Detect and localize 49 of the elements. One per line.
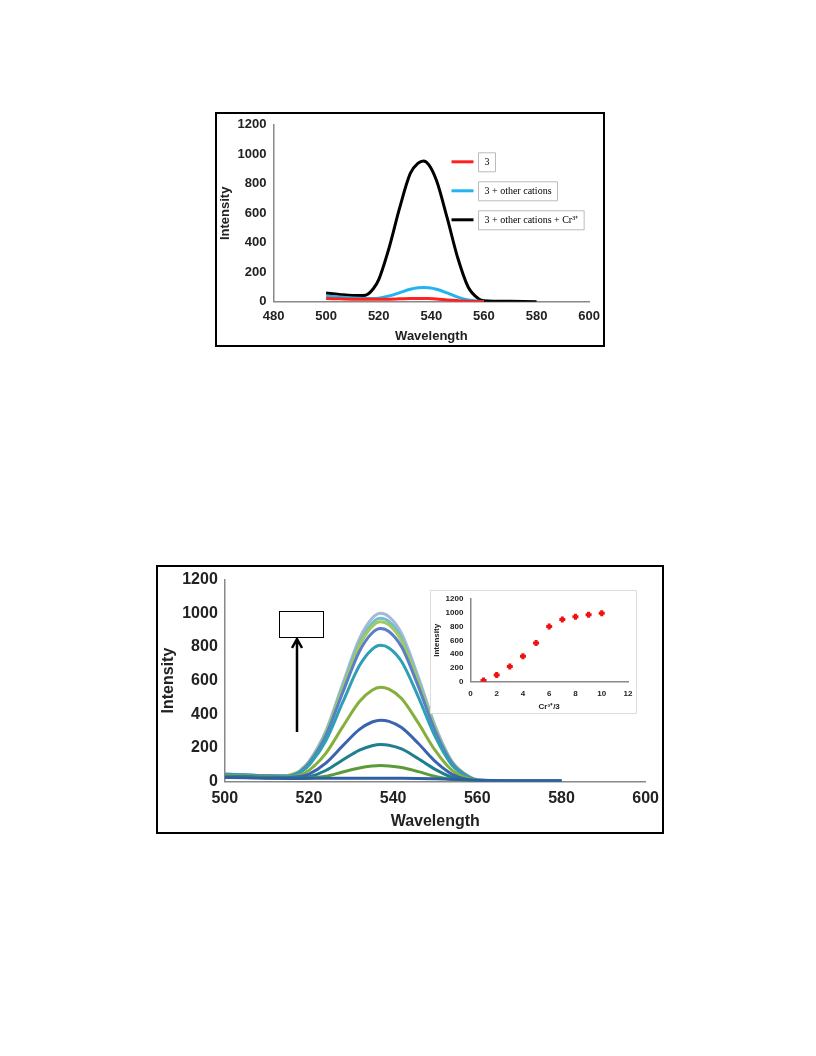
x-tick-label: 12 [623,688,633,698]
y-tick-label: 200 [244,263,267,279]
x-tick-label: 560 [473,308,495,324]
x-tick-label: 4 [520,688,526,698]
y-tick-label: 0 [458,677,464,686]
y-tick-label: 1200 [237,116,267,132]
y-tick-label: 400 [244,234,267,250]
x-tick-label: 540 [420,308,443,324]
y-axis-title: Intensity [159,647,177,714]
x-axis-title: Wavelength [390,811,480,829]
y-tick-label: 0 [208,772,218,790]
legend-label: 3 + other cations [484,185,552,197]
y-tick-label: 600 [450,635,464,645]
x-tick-label: 600 [632,788,660,806]
x-tick-label: 6 [546,688,552,698]
y-tick-label: 800 [191,637,218,655]
x-tick-label: 500 [315,308,337,324]
x-tick-label: 480 [262,308,285,324]
x-tick-label: 10 [597,688,607,698]
y-tick-label: 600 [244,204,267,220]
x-tick-label: 500 [211,788,239,806]
y-tick-label: 200 [191,738,218,756]
y-tick-label: 800 [450,621,464,631]
y-axis-title: Intensity [217,185,233,241]
y-tick-label: 1000 [237,145,267,161]
y-tick-label: 1000 [445,607,464,617]
legend-label: 3 + other cations + Cr³⁺ [484,214,580,226]
y-axis-title: Intensity [432,623,441,657]
y-tick-label: 1200 [182,570,218,588]
x-tick-label: 580 [525,308,548,324]
x-axis-title: Cr³⁺/3 [538,702,561,712]
x-tick-label: 600 [578,308,601,324]
x-tick-label: 520 [295,788,323,806]
y-tick-label: 200 [450,663,464,673]
legend-label: 3 [484,156,490,168]
x-tick-label: 540 [379,788,407,806]
y-tick-label: 1200 [445,594,464,603]
x-tick-label: 8 [573,688,579,698]
x-tick-label: 2 [494,688,500,698]
y-tick-label: 400 [191,704,218,722]
y-tick-label: 400 [450,649,464,659]
x-tick-label: 520 [367,308,390,324]
x-tick-label: 0 [468,688,474,698]
x-axis-title: Wavelength [395,327,468,343]
x-tick-label: 560 [463,788,491,806]
x-tick-label: 580 [548,788,575,806]
y-tick-label: 0 [259,293,267,309]
y-tick-label: 1000 [182,603,218,621]
y-tick-label: 800 [244,175,267,191]
